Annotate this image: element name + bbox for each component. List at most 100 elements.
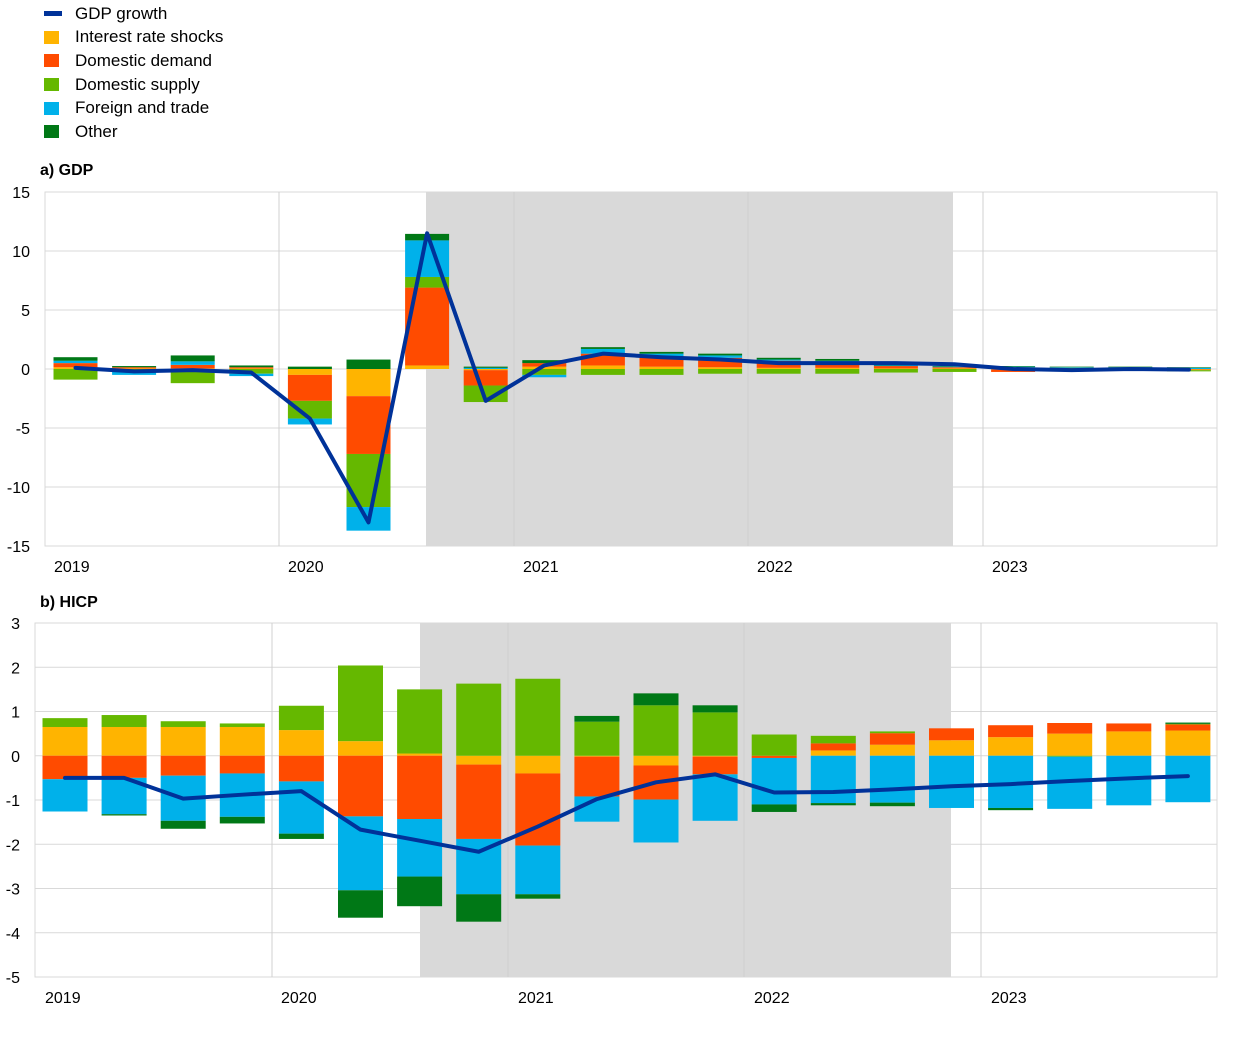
bar-segment bbox=[698, 367, 743, 369]
bar-segment bbox=[815, 369, 860, 374]
bar-segment bbox=[639, 353, 684, 357]
legend-item-domestic-demand: Domestic demand bbox=[44, 49, 223, 73]
bar-segment bbox=[1108, 366, 1153, 368]
bar-segment bbox=[873, 365, 918, 367]
bar-segment bbox=[639, 369, 684, 375]
bar-segment bbox=[463, 369, 508, 371]
legend-label: Domestic demand bbox=[75, 50, 213, 70]
bar-segment bbox=[463, 370, 508, 386]
legend-swatch bbox=[44, 78, 59, 92]
panel-title-gdp: a) GDP bbox=[40, 162, 94, 179]
bar-segment bbox=[988, 725, 1034, 738]
bar-segment bbox=[873, 366, 918, 369]
bar-segment bbox=[751, 757, 797, 805]
bar-segment bbox=[170, 355, 215, 362]
bar-segment bbox=[810, 755, 856, 804]
bar-segment bbox=[988, 807, 1034, 811]
y-tick-label: 15 bbox=[12, 185, 30, 202]
legend-swatch bbox=[44, 125, 59, 139]
bar-segment bbox=[346, 359, 391, 369]
y-tick-label: 10 bbox=[12, 244, 30, 261]
bar-segment bbox=[580, 353, 625, 366]
bar-segment bbox=[873, 368, 918, 369]
bar-segment bbox=[639, 351, 684, 354]
x-tick-label: 2023 bbox=[992, 559, 1028, 576]
bar-segment bbox=[112, 366, 157, 368]
legend-item-gdp-growth: GDP growth bbox=[44, 2, 223, 26]
bar-segment bbox=[1165, 723, 1211, 725]
bar-segment bbox=[456, 764, 502, 839]
bar-segment bbox=[574, 755, 620, 757]
bar-segment bbox=[810, 803, 856, 806]
bar-segment bbox=[633, 755, 679, 766]
gdp-growth-line bbox=[73, 231, 1191, 525]
y-tick-label: -5 bbox=[6, 970, 20, 987]
bar-segment bbox=[219, 816, 265, 824]
bar-segment bbox=[1106, 723, 1152, 732]
bar-segment bbox=[101, 755, 147, 778]
legend-label: Other bbox=[75, 121, 118, 141]
bar-segment bbox=[456, 894, 502, 922]
bar-segment bbox=[515, 678, 561, 756]
bar-segment bbox=[463, 367, 508, 369]
bar-segment bbox=[42, 718, 88, 727]
bar-segment bbox=[515, 755, 561, 774]
bar-segment bbox=[698, 357, 743, 368]
bar-segment bbox=[522, 360, 567, 364]
y-tick-label: -3 bbox=[6, 882, 20, 899]
bar-segment bbox=[278, 833, 324, 839]
bar-segment bbox=[756, 369, 801, 374]
legend-label: GDP growth bbox=[75, 3, 168, 23]
bar-segment bbox=[580, 369, 625, 375]
bar-segment bbox=[101, 726, 147, 756]
bar-segment bbox=[929, 740, 974, 756]
bar-segment bbox=[698, 353, 743, 356]
bar-segment bbox=[170, 364, 215, 369]
bar-segment bbox=[869, 744, 915, 756]
bar-segment bbox=[1166, 367, 1211, 368]
y-tick-label: -1 bbox=[6, 793, 20, 810]
y-tick-label: 0 bbox=[11, 749, 20, 766]
bar-segment bbox=[692, 712, 738, 756]
bar-segment bbox=[639, 366, 684, 369]
bar-segment bbox=[869, 731, 915, 734]
bar-segment bbox=[1165, 724, 1211, 731]
bar-segment bbox=[1049, 366, 1094, 368]
bar-segment bbox=[698, 369, 743, 374]
bar-segment bbox=[287, 369, 332, 375]
y-tick-label: -15 bbox=[7, 539, 30, 556]
x-tick-label: 2020 bbox=[288, 559, 324, 576]
bar-segment bbox=[287, 366, 332, 369]
bar-segment bbox=[338, 755, 383, 817]
bar-segment bbox=[1047, 723, 1093, 734]
legend-swatch bbox=[44, 30, 59, 44]
bar-segment bbox=[397, 876, 443, 907]
bar-segment bbox=[1165, 722, 1211, 724]
bar-segment bbox=[160, 721, 206, 727]
legend-swatch bbox=[44, 101, 59, 115]
bar-segment bbox=[692, 756, 738, 775]
bar-segment bbox=[698, 355, 743, 358]
panel-title-hicp: b) HICP bbox=[40, 594, 98, 611]
bar-segment bbox=[53, 363, 98, 368]
chart-legend: GDP growth Interest rate shocks Domestic… bbox=[44, 2, 223, 144]
legend-item-other: Other bbox=[44, 120, 223, 144]
bar-segment bbox=[42, 779, 88, 812]
bar-segment bbox=[112, 367, 157, 369]
bar-segment bbox=[932, 366, 977, 367]
bar-segment bbox=[287, 374, 332, 401]
bar-segment bbox=[580, 365, 625, 369]
bar-segment bbox=[869, 733, 915, 745]
bar-segment bbox=[869, 755, 915, 803]
y-tick-label: 1 bbox=[11, 705, 20, 722]
bar-segment bbox=[160, 820, 206, 829]
bar-segment bbox=[219, 723, 265, 727]
y-tick-label: 3 bbox=[11, 616, 20, 633]
bar-segment bbox=[522, 374, 567, 378]
legend-swatch bbox=[44, 54, 59, 68]
bar-segment bbox=[405, 365, 450, 369]
bar-segment bbox=[756, 367, 801, 369]
bar-segment bbox=[456, 755, 502, 765]
bar-segment bbox=[53, 360, 98, 364]
bar-segment bbox=[278, 705, 324, 731]
